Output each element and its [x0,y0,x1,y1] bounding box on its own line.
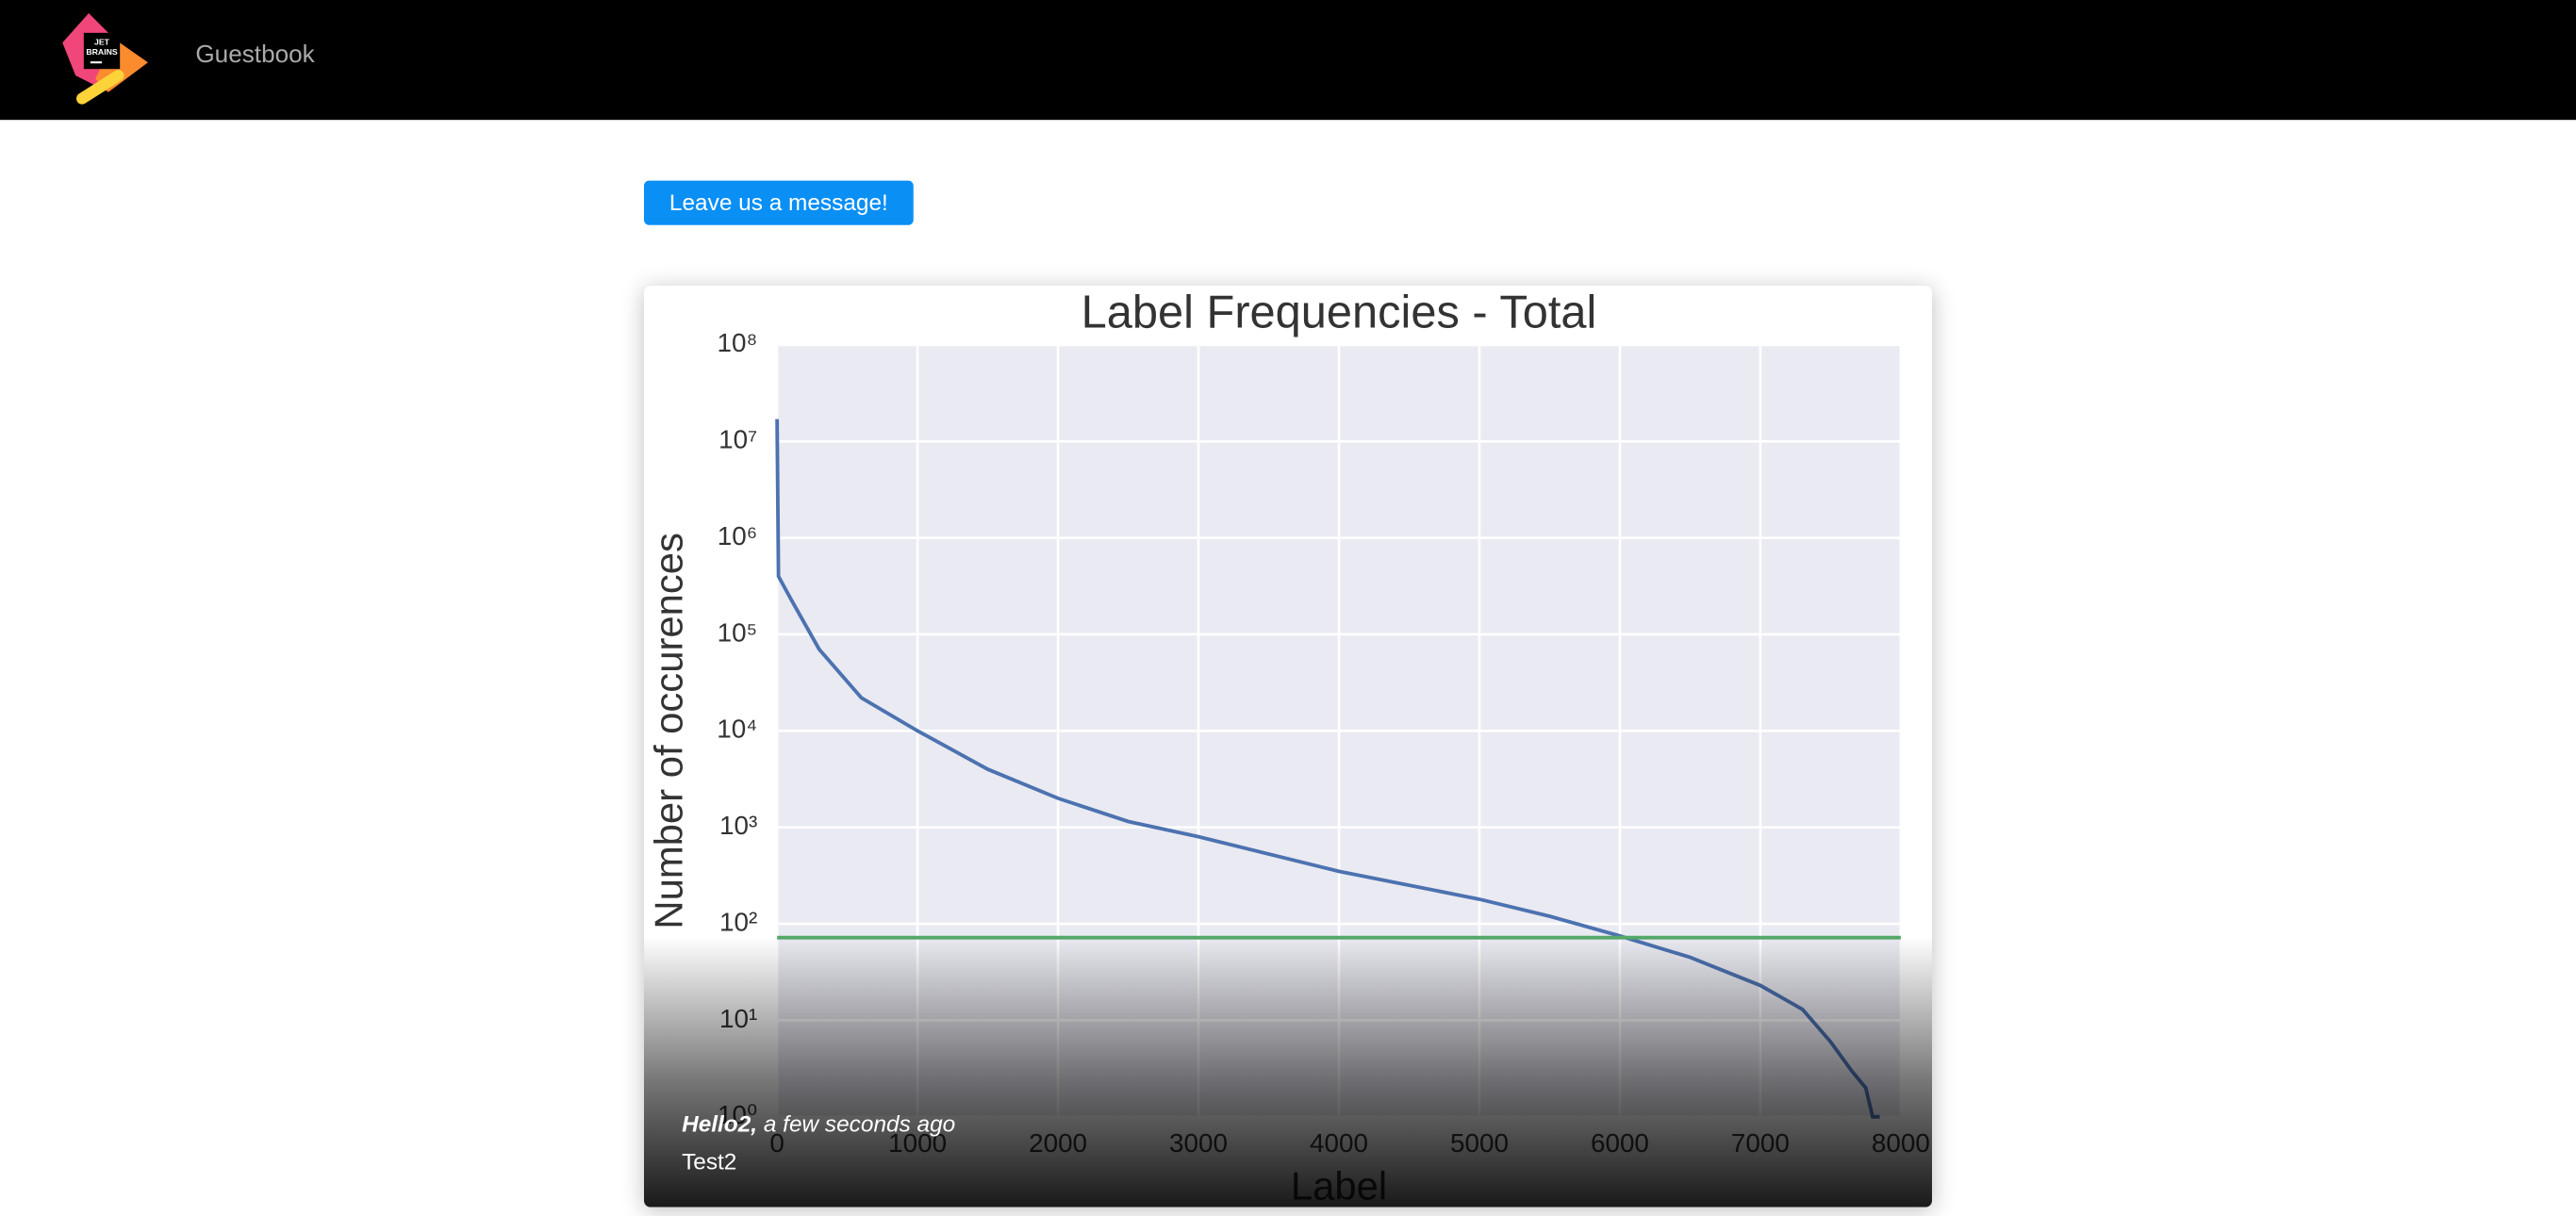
y-tick-label: 10⁴ [717,715,757,744]
post-card[interactable]: Label Frequencies - Total Label Number o… [644,286,1933,1208]
logo-shape [76,70,124,105]
y-tick-label: 10⁶ [718,521,757,550]
y-tick-label: 10⁷ [718,425,757,454]
y-tick-label: 10⁵ [718,617,758,647]
logo-text: BRAINS [86,47,118,57]
post-message: Test2 [682,1147,737,1175]
post-meta: Hello2, a few seconds ago [682,1110,955,1137]
y-axis-label: Number of occurences [647,533,691,928]
chart-title: Label Frequencies - Total [1082,287,1597,337]
logo[interactable]: JET BRAINS [56,9,155,111]
leave-message-button[interactable]: Leave us a message! [644,180,914,225]
y-tick-label: 10³ [719,811,757,840]
navbar: JET BRAINS Guestbook [0,0,2576,121]
post-time: a few seconds ago [763,1109,956,1137]
logo-text: JET [94,38,110,47]
y-tick-label: 10² [719,907,757,936]
post-author: Hello2, [682,1109,758,1137]
y-tick-label: 10⁸ [717,328,757,357]
caption-overlay [644,936,1933,1208]
brand-link[interactable]: Guestbook [195,41,315,70]
